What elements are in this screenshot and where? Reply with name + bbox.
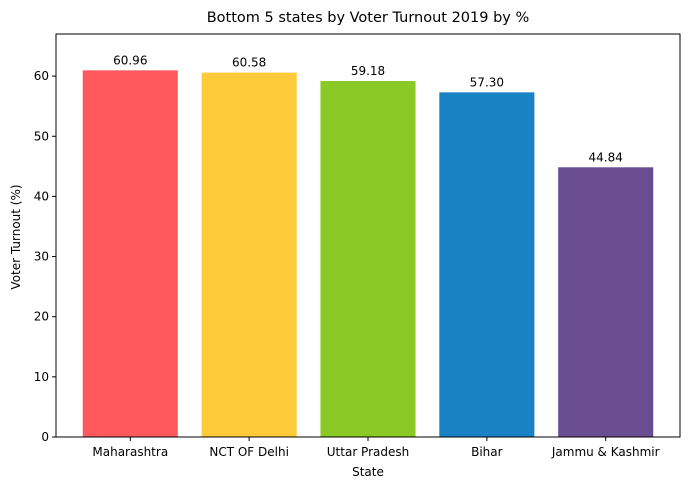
y-tick-label-3: 30	[34, 250, 49, 264]
bar-0	[82, 70, 178, 438]
data-label-4: 44.84	[589, 150, 623, 164]
x-axis-label: State	[352, 465, 384, 479]
y-tick-label-1: 10	[34, 370, 49, 384]
y-tick-label-0: 0	[41, 430, 49, 444]
y-tick-label-2: 20	[34, 310, 49, 324]
bar-3	[439, 92, 535, 437]
y-tick-label-6: 60	[34, 69, 49, 83]
bar-2	[320, 81, 416, 437]
chart-title: Bottom 5 states by Voter Turnout 2019 by…	[207, 10, 530, 26]
plot-area: 60.96 60.58 59.18 57.30 44.84 0 10 20 30 40 50 60 Ma…	[34, 33, 681, 459]
bar-4	[558, 167, 654, 437]
x-tick-label-3: Bihar	[471, 445, 503, 459]
data-label-3: 57.30	[470, 75, 504, 89]
bar-1	[201, 72, 297, 438]
y-axis-label: Voter Turnout (%)	[9, 184, 23, 289]
y-tick-label-4: 40	[34, 189, 49, 203]
data-label-0: 60.96	[113, 53, 147, 67]
x-tick-label-4: Jammu & Kashmir	[551, 445, 660, 459]
data-label-1: 60.58	[232, 56, 266, 70]
x-tick-label-2: Uttar Pradesh	[327, 445, 409, 459]
x-tick-label-1: NCT OF Delhi	[209, 445, 289, 459]
data-label-2: 59.18	[351, 64, 385, 78]
y-tick-label-5: 50	[34, 129, 49, 143]
x-tick-label-0: Maharashtra	[92, 445, 168, 459]
